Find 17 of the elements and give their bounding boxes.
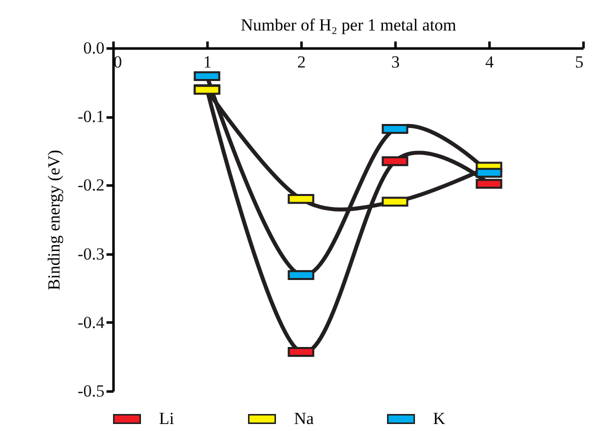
legend-label: Na xyxy=(294,409,314,428)
x-tick-label: 0 xyxy=(114,52,122,72)
x-tick-label: 3 xyxy=(391,52,400,72)
x-tick-label: 2 xyxy=(297,52,306,72)
x-tick-label: 4 xyxy=(485,52,494,72)
y-tick-label: -0.4 xyxy=(78,312,105,332)
y-tick-label: -0.5 xyxy=(78,382,104,400)
y-tick-label: -0.3 xyxy=(78,244,104,264)
x-tick-label: 1 xyxy=(203,52,212,72)
y-tick-label: -0.1 xyxy=(78,107,104,126)
legend-label: K xyxy=(433,409,446,428)
x-axis-title: Number of H₂ per 1 metal atom xyxy=(240,15,456,34)
y-axis-title: Binding energy (eV) xyxy=(44,150,64,290)
y-tick-label: -0.2 xyxy=(78,176,104,195)
y-tick-label: 0.0 xyxy=(83,38,104,58)
legend-label: Li xyxy=(159,409,174,428)
x-tick-label: 5 xyxy=(575,52,584,72)
